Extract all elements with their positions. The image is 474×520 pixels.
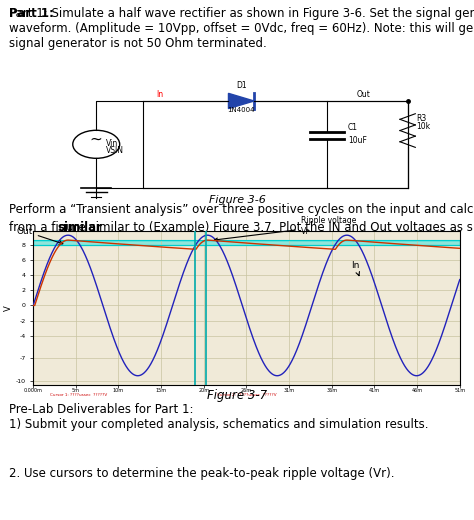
Text: In: In <box>351 261 359 276</box>
Text: Ripple voltage
Vr: Ripple voltage Vr <box>215 216 356 241</box>
Text: ~: ~ <box>90 132 102 147</box>
Text: 20m: 20m <box>198 388 210 393</box>
Text: 15m: 15m <box>155 388 167 393</box>
Text: 10uF: 10uF <box>348 136 367 145</box>
Text: VSIN: VSIN <box>106 146 124 155</box>
Y-axis label: V: V <box>4 305 13 311</box>
Text: Perform a “Transient analysis” over three positive cycles on the input and calcu: Perform a “Transient analysis” over thre… <box>9 203 474 216</box>
Text: C1: C1 <box>348 123 358 132</box>
Text: Figure 3-7: Figure 3-7 <box>207 388 267 401</box>
Text: 31m: 31m <box>283 388 295 393</box>
Text: Vin: Vin <box>106 138 118 148</box>
Text: In: In <box>156 90 163 99</box>
Text: Out: Out <box>17 227 63 244</box>
Text: Part 1: Simulate a half wave rectifier as shown in Figure 3-6. Set the signal ge: Part 1: Simulate a half wave rectifier a… <box>9 7 474 50</box>
Text: Cursor 1: ????ussec  ?????V: Cursor 1: ????ussec ?????V <box>50 393 107 397</box>
Text: R3: R3 <box>416 114 427 123</box>
Text: similar: similar <box>57 220 102 233</box>
Text: Part 1:: Part 1: <box>9 7 55 20</box>
Text: Pre-Lab Deliverables for Part 1:
1) Submit your completed analysis, schematics a: Pre-Lab Deliverables for Part 1: 1) Subm… <box>9 403 429 431</box>
Polygon shape <box>228 94 254 109</box>
Text: 26m: 26m <box>241 388 252 393</box>
Text: 1N4004: 1N4004 <box>228 108 255 113</box>
Text: D1: D1 <box>236 81 246 90</box>
Text: 36m: 36m <box>326 388 337 393</box>
Text: Out: Out <box>356 90 370 99</box>
Text: 51m: 51m <box>454 388 465 393</box>
Text: 10k: 10k <box>416 122 430 131</box>
Text: from a figure similar to (Example) Figure 3.7. Plot the IN and Out voltages as s: from a figure similar to (Example) Figur… <box>9 220 474 233</box>
Text: 5m: 5m <box>72 388 80 393</box>
Text: 2. Use cursors to determine the peak-to-peak ripple voltage (Vr).: 2. Use cursors to determine the peak-to-… <box>9 467 395 480</box>
Text: 0.000m: 0.000m <box>24 388 43 393</box>
Text: 46m: 46m <box>411 388 423 393</box>
Text: Cursor 2: ?????ussec  ?????V: Cursor 2: ?????ussec ?????V <box>217 393 277 397</box>
Text: 41m: 41m <box>369 388 380 393</box>
Text: Figure 3-6: Figure 3-6 <box>209 196 265 205</box>
Text: 10m: 10m <box>113 388 124 393</box>
